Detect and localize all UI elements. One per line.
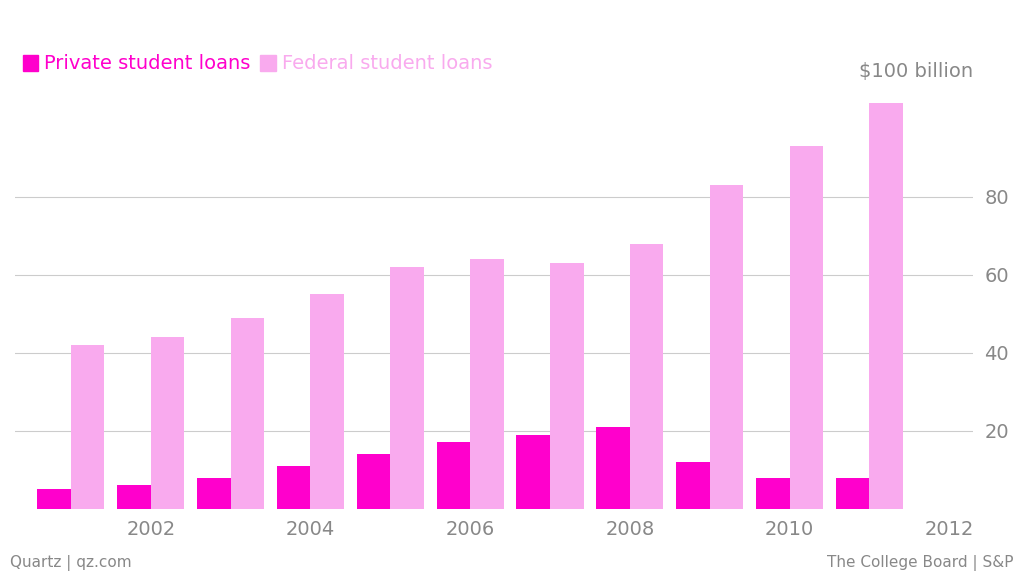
Bar (710, 185, 743, 509)
Bar (630, 243, 664, 509)
Text: The College Board | S&P: The College Board | S&P (827, 555, 1014, 571)
Text: $100 billion: $100 billion (859, 62, 973, 81)
Bar (596, 427, 630, 509)
Legend: Private student loans, Federal student loans: Private student loans, Federal student l… (15, 47, 500, 81)
Bar (869, 103, 903, 509)
Bar (71, 345, 104, 509)
Bar (310, 294, 344, 509)
Bar (230, 317, 264, 509)
Bar (37, 489, 71, 509)
Bar (470, 259, 504, 509)
Text: Quartz | qz.com: Quartz | qz.com (10, 555, 132, 571)
Bar (836, 478, 869, 509)
Bar (151, 337, 184, 509)
Bar (117, 485, 151, 509)
Bar (276, 466, 310, 509)
Bar (356, 454, 390, 509)
Bar (550, 263, 584, 509)
Bar (676, 462, 710, 509)
Bar (436, 443, 470, 509)
Bar (390, 267, 424, 509)
Bar (790, 146, 823, 509)
Bar (756, 478, 790, 509)
Bar (197, 478, 230, 509)
Bar (516, 434, 550, 509)
